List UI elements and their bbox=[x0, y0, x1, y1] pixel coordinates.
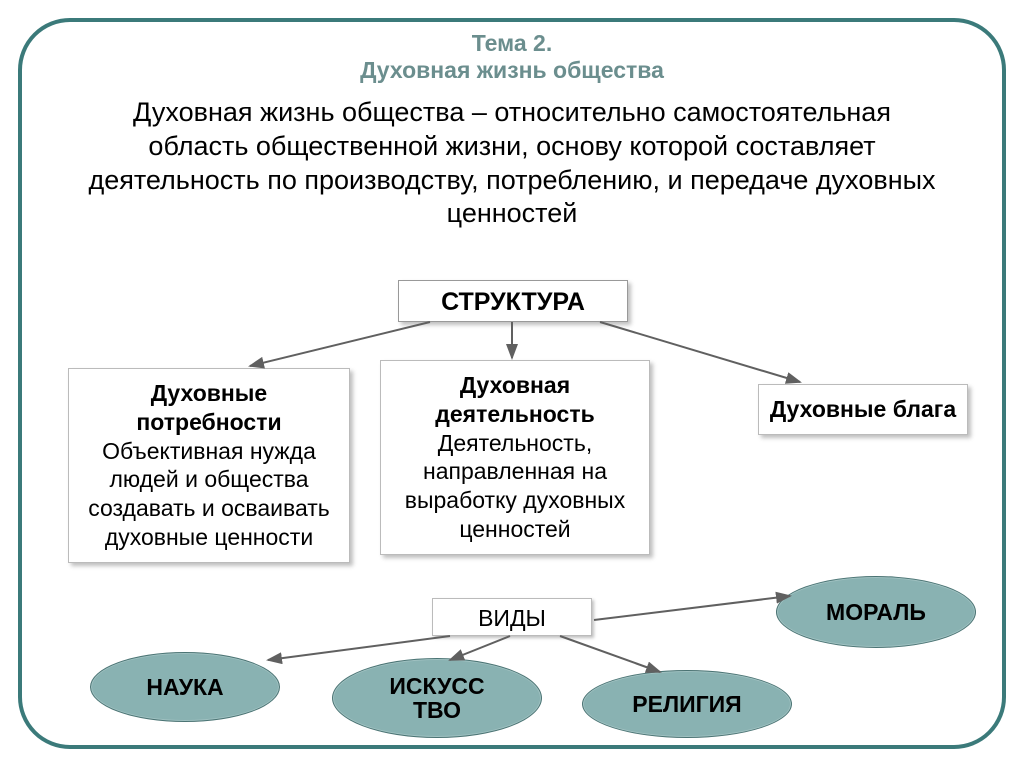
vidy-box: ВИДЫ bbox=[432, 598, 592, 636]
ellipse-science: НАУКА bbox=[90, 652, 280, 722]
title-line-1: Тема 2. bbox=[0, 30, 1024, 57]
ellipse-moral: МОРАЛЬ bbox=[776, 576, 976, 648]
ellipse-art-l2: ТВО bbox=[413, 697, 461, 723]
box-mid-heading: Духовная деятельность bbox=[389, 371, 641, 429]
slide-title: Тема 2. Духовная жизнь общества bbox=[0, 30, 1024, 84]
box-left-body: Объективная нужда людей и общества созда… bbox=[77, 437, 341, 552]
box-mid-body: Деятельность, направленная на выработку … bbox=[389, 429, 641, 544]
definition-text: Духовная жизнь общества – относительно с… bbox=[80, 96, 944, 231]
structure-box: СТРУКТУРА bbox=[398, 280, 628, 322]
ellipse-religion: РЕЛИГИЯ bbox=[582, 670, 792, 738]
box-spiritual-activity: Духовная деятельность Деятельность, напр… bbox=[380, 360, 650, 555]
title-line-2: Духовная жизнь общества bbox=[0, 57, 1024, 84]
ellipse-art: ИСКУСС ТВО bbox=[332, 658, 542, 738]
box-spiritual-goods: Духовные блага bbox=[758, 384, 968, 435]
ellipse-art-l1: ИСКУСС bbox=[389, 673, 484, 699]
box-left-heading: Духовные потребности bbox=[77, 379, 341, 437]
box-spiritual-needs: Духовные потребности Объективная нужда л… bbox=[68, 368, 350, 563]
box-right-heading: Духовные блага bbox=[767, 395, 959, 424]
